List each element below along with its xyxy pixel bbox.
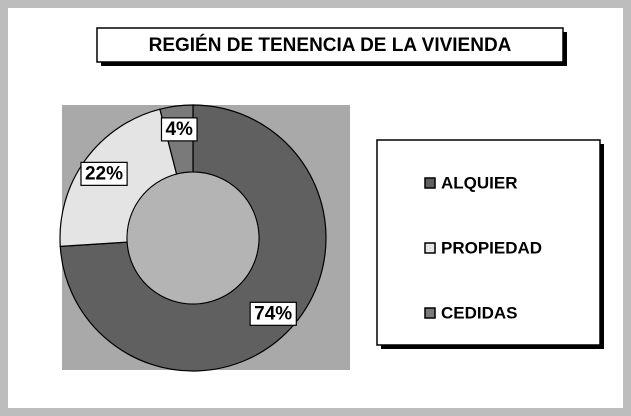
data-label-box [160,117,198,142]
legend-box [376,139,601,346]
data-label-box [249,301,297,326]
legend-label: PROPIEDAD [441,238,542,257]
legend-label: ALQUIER [441,173,518,192]
legend-swatch [424,242,436,254]
legend-swatch [424,177,436,189]
legend-label: CEDIDAS [441,303,518,322]
data-label: 74% [254,303,292,324]
chart-title: REGIÉN DE TENENCIA DE LA VIVIENDA [149,34,512,56]
data-label: 22% [85,163,123,184]
donut-hole [127,172,259,304]
data-label: 4% [165,119,193,140]
data-label-box [80,161,128,186]
legend-swatch [424,307,436,319]
title-box [96,27,564,63]
